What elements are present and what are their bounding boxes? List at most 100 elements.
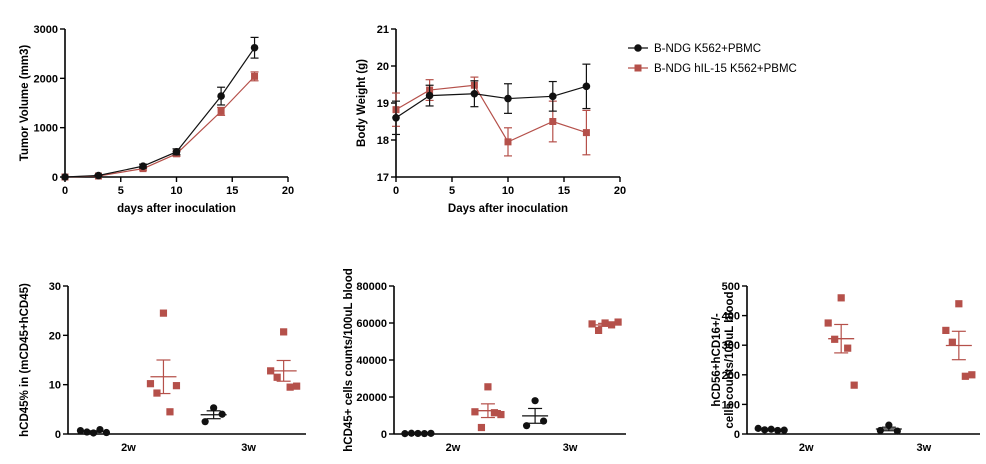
y-tick-label: 0: [55, 429, 61, 441]
data-point: [471, 408, 479, 416]
data-point: [201, 418, 209, 426]
data-point: [490, 409, 499, 417]
x-category-label: 3w: [917, 442, 932, 454]
legend-marker: [634, 44, 642, 52]
x-category-label: 2w: [446, 442, 461, 454]
y-tick-label: 1000: [34, 123, 58, 135]
data-point: [531, 397, 539, 405]
x-tick-label: 0: [62, 185, 68, 197]
y-tick-label: 17: [377, 172, 389, 184]
chart-panel-3: 0 10 20 30 hCD45% in (mCD45+hCD45) 2w 3w: [19, 281, 306, 454]
y-axis-label: Tumor Volume (mm3): [19, 45, 31, 162]
data-point: [614, 318, 622, 326]
data-point: [293, 382, 301, 390]
data-point: [588, 320, 596, 328]
data-point: [470, 89, 479, 98]
data-point: [497, 410, 505, 419]
data-point: [139, 162, 147, 170]
legend-marker: [634, 64, 642, 72]
x-tick-label: 5: [449, 185, 455, 197]
data-point: [273, 373, 281, 381]
y-tick-label: 2000: [34, 73, 58, 85]
data-point: [172, 148, 181, 156]
data-point: [251, 72, 259, 80]
data-point: [250, 43, 259, 52]
data-point: [549, 118, 557, 125]
data-point: [280, 328, 288, 336]
y-tick-label: 3000: [34, 24, 58, 36]
y-axis-label: hCD56+hCD16+/-: [711, 313, 723, 406]
x-tick-label: 0: [393, 185, 399, 197]
data-point: [968, 371, 976, 379]
chart-panel-5: 0 100 200 300 400 500 hCD56+hCD16+/- cells coun…: [711, 281, 980, 454]
series-line: [395, 85, 587, 119]
data-point: [61, 173, 69, 181]
y-tick-label: 400: [722, 311, 740, 323]
x-category-label: 3w: [241, 442, 256, 454]
data-point: [94, 171, 103, 180]
data-point: [837, 294, 845, 302]
y-tick-label: 300: [722, 340, 740, 352]
legend: B-NDG K562+PBMC B-NDG hIL-15 K562+PBMC: [628, 43, 797, 75]
y-tick-label: 20: [377, 61, 389, 73]
data-point: [217, 92, 225, 100]
y-tick-label: 0: [734, 429, 740, 441]
legend-label: B-NDG hIL-15 K562+PBMC: [654, 63, 797, 75]
data-point: [824, 319, 832, 327]
x-category-label: 3w: [563, 442, 578, 454]
data-point: [217, 107, 225, 115]
data-point: [955, 300, 963, 308]
data-point: [942, 326, 950, 334]
y-tick-label: 0: [52, 172, 58, 184]
data-point: [850, 381, 858, 389]
y-tick-label: 100: [722, 399, 740, 411]
x-axis-label: Days after inoculation: [448, 203, 568, 215]
y-tick-label: 500: [722, 281, 740, 293]
chart-panel-2: 17 18 19 20 21 Body Weight (g) 0 5 10 15 20 Days af…: [356, 24, 626, 215]
y-tick-label: 0: [381, 429, 387, 441]
x-tick-label: 15: [558, 185, 570, 197]
data-point: [961, 372, 969, 380]
data-point: [948, 338, 956, 346]
data-point: [210, 404, 218, 412]
data-point: [392, 114, 400, 122]
data-point: [522, 422, 531, 430]
data-point: [166, 408, 174, 416]
y-tick-label: 40000: [356, 355, 387, 367]
y-tick-label: 80000: [356, 281, 387, 293]
data-point: [504, 138, 512, 146]
y-tick-label: 19: [377, 98, 389, 110]
y-tick-label: 20: [49, 330, 61, 342]
y-axis-label: cells counts/100uL blood: [724, 291, 736, 428]
data-point: [549, 92, 557, 101]
y-tick-label: 18: [377, 135, 389, 147]
data-point: [484, 383, 492, 391]
data-point: [159, 309, 168, 317]
data-point: [844, 344, 852, 352]
data-point: [754, 424, 762, 432]
x-tick-label: 20: [614, 185, 626, 197]
data-point: [286, 383, 294, 391]
data-point: [504, 94, 512, 103]
data-point: [146, 380, 155, 388]
data-point: [594, 326, 603, 334]
data-point: [582, 129, 590, 137]
y-tick-label: 200: [722, 370, 740, 382]
data-point: [76, 426, 85, 435]
data-point: [425, 91, 434, 100]
x-category-label: 2w: [121, 442, 136, 454]
data-point: [102, 428, 111, 437]
series-line: [395, 84, 587, 143]
x-category-label: 2w: [799, 442, 814, 454]
y-tick-label: 30: [49, 281, 61, 293]
y-tick-label: 21: [377, 24, 389, 36]
data-point: [582, 82, 591, 91]
x-axis-label: days after inoculation: [117, 203, 236, 215]
y-tick-label: 10: [49, 380, 61, 392]
x-tick-label: 5: [118, 185, 124, 197]
data-point: [477, 423, 486, 432]
y-axis-label: hCD45+ cells counts/100uL blood: [343, 268, 355, 452]
x-tick-label: 10: [170, 185, 182, 197]
